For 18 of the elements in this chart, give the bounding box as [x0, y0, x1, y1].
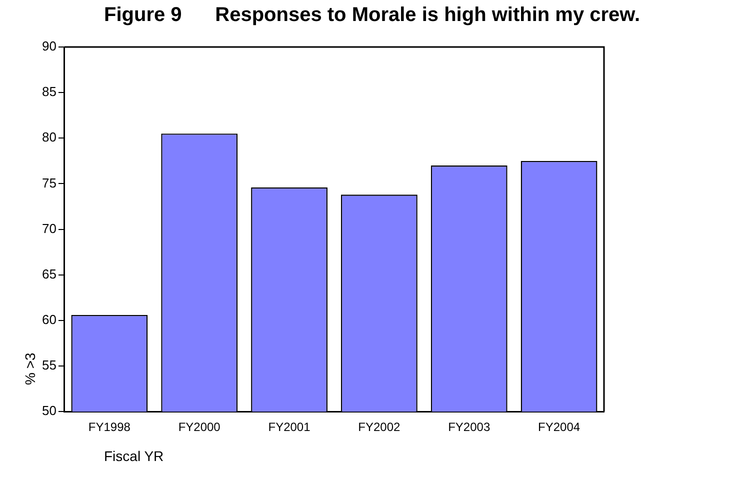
y-tick-label: 70 — [42, 220, 56, 236]
x-tick-label: FY2001 — [268, 420, 311, 434]
chart-title: Figure 9 Responses to Morale is high within my crew. — [104, 4, 640, 27]
x-tick-label: FY2000 — [178, 420, 221, 434]
x-tick-label: FY2003 — [448, 420, 490, 434]
y-tick-label: 85 — [42, 84, 56, 100]
y-tick-label: 80 — [42, 130, 56, 145]
y-tick-label: 90 — [42, 38, 56, 54]
y-tick-label: 60 — [42, 312, 56, 328]
x-tick-label: FY2002 — [358, 420, 401, 434]
y-tick-label: 55 — [42, 358, 56, 373]
y-tick-label: 75 — [42, 175, 56, 190]
y-tick-label: 50 — [42, 403, 56, 418]
y-axis-title: % >3 — [22, 352, 38, 385]
y-tick-label: 65 — [42, 266, 56, 282]
x-tick-label: FY2004 — [538, 420, 580, 434]
x-tick-label: FY1998 — [88, 420, 131, 434]
x-axis-title: Fiscal YR — [104, 448, 164, 464]
